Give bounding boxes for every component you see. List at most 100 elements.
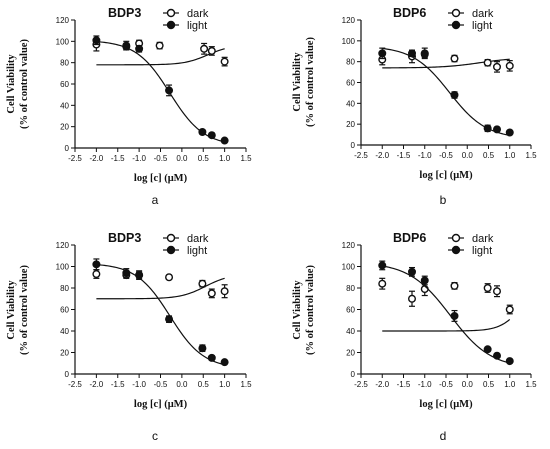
x-tick-label: -2.0 [375, 151, 389, 160]
data-point-light [198, 127, 207, 136]
x-tick-label: 1.5 [525, 151, 537, 160]
x-tick-label: 0.5 [198, 380, 210, 389]
chart-panel-b: 0 20 40 60 80 100 120 -2.5 -2.0 -1.5 -1.0 -0.5 0.0 0.… [292, 6, 537, 207]
x-tick-label: -2.5 [354, 380, 368, 389]
legend-label-dark: dark [472, 8, 494, 20]
data-point-light [450, 90, 459, 99]
x-tick-label: -2.5 [68, 154, 82, 163]
y-tick-label: 60 [60, 306, 69, 315]
x-tick-label: 1.0 [504, 380, 516, 389]
x-axis-label: log [c] (μM) [134, 173, 188, 184]
x-tick-label: 1.5 [240, 380, 252, 389]
legend-label-dark: dark [472, 233, 494, 245]
y-tick-label: 80 [346, 284, 355, 293]
y-tick-label: 100 [56, 263, 70, 272]
legend-label-dark: dark [187, 8, 209, 20]
data-point-dark [483, 58, 492, 67]
y-axis-label-line: (% of control value) [19, 39, 30, 129]
y-tick-label: 20 [346, 120, 355, 129]
data-point-dark [207, 289, 216, 298]
chart-title: BDP6 [393, 6, 426, 20]
y-tick-label: 120 [342, 16, 356, 25]
legend-marker-dark [166, 8, 176, 18]
data-point-light [505, 128, 514, 137]
data-point-dark [493, 287, 502, 296]
y-tick-label: 60 [346, 306, 355, 315]
x-tick-label: 0.0 [462, 151, 474, 160]
legend-label-light: light [472, 20, 492, 32]
data-point-dark [200, 44, 209, 53]
legend-label-dark: dark [187, 233, 209, 245]
legend-marker-light [451, 20, 461, 30]
data-point-light [165, 315, 174, 324]
x-tick-label: -2.0 [89, 380, 103, 389]
data-point-light [207, 131, 216, 140]
data-point-dark [207, 46, 216, 55]
y-axis-label-line: (% of control value) [305, 37, 316, 127]
x-tick-label: 1.5 [240, 154, 252, 163]
x-tick-label: -1.0 [418, 380, 432, 389]
data-point-dark [155, 41, 164, 50]
y-axis-label: Cell Viability (% of control value) [6, 265, 30, 355]
legend-label-light: light [472, 245, 492, 257]
y-tick-label: 40 [346, 99, 355, 108]
panel-label: b [440, 193, 447, 207]
y-axis-label: Cell Viability (% of control value) [292, 265, 316, 355]
fit-curve-light [382, 265, 510, 364]
legend-marker-dark [451, 233, 461, 243]
data-point-light [378, 261, 387, 270]
x-axis-label: log [c] (μM) [419, 399, 473, 410]
data-point-light [122, 268, 131, 277]
data-point-light [198, 344, 207, 353]
data-point-light [122, 42, 131, 51]
fit-curve-light [96, 264, 225, 366]
x-tick-label: 0.5 [483, 380, 495, 389]
data-point-light [420, 276, 429, 285]
panel-label: a [152, 193, 159, 207]
legend-marker-dark [451, 8, 461, 18]
data-point-light [135, 44, 144, 53]
fit-curve-dark [382, 318, 511, 332]
chart-panel-c: 0 20 40 60 80 100 120 -2.5 -2.0 -1.5 -1.0 -0.5 0.0 0.… [6, 231, 252, 443]
y-tick-label: 0 [65, 370, 70, 379]
x-tick-label: 1.0 [219, 154, 231, 163]
fit-curve-dark [96, 48, 225, 66]
data-point-dark [505, 305, 514, 314]
chart-panel-d: 0 20 40 60 80 100 120 -2.5 -2.0 -1.5 -1.0 -0.5 0.0 0.… [292, 231, 537, 443]
data-point-dark [450, 54, 459, 63]
y-axis-label-line: Cell Viability [292, 52, 303, 112]
x-tick-label: -2.5 [354, 151, 368, 160]
x-tick-label: -1.0 [132, 380, 146, 389]
y-axis-label-line: Cell Viability [6, 54, 17, 114]
x-tick-label: 0.5 [483, 151, 495, 160]
x-tick-label: -1.5 [397, 380, 411, 389]
y-tick-label: 40 [60, 101, 69, 110]
data-point-light [505, 357, 514, 366]
legend-marker-light [451, 245, 461, 255]
legend-marker-dark [166, 233, 176, 243]
y-tick-label: 40 [346, 327, 355, 336]
y-tick-label: 0 [65, 144, 70, 153]
x-tick-label: 0.0 [176, 380, 188, 389]
data-point-dark [378, 279, 387, 288]
x-tick-label: -1.5 [397, 151, 411, 160]
data-point-dark [483, 284, 492, 293]
y-tick-label: 0 [351, 370, 356, 379]
y-tick-label: 120 [56, 241, 70, 250]
data-point-light [408, 49, 417, 58]
y-axis-label-line: (% of control value) [305, 265, 316, 355]
panel-label: c [152, 429, 158, 443]
panel-label: d [440, 429, 447, 443]
y-tick-label: 40 [60, 327, 69, 336]
y-tick-label: 20 [60, 349, 69, 358]
y-tick-label: 100 [342, 37, 356, 46]
y-tick-label: 120 [342, 241, 356, 250]
x-tick-label: 0.0 [176, 154, 188, 163]
chart-panel-a: 0 20 40 60 80 100 120 -2.5 -2.0 -1.5 -1.0 -0.5 0.0 0.… [6, 6, 252, 207]
y-tick-label: 120 [56, 16, 70, 25]
data-point-dark [220, 287, 229, 296]
y-tick-label: 80 [60, 59, 69, 68]
x-tick-label: 0.0 [462, 380, 474, 389]
data-point-light [207, 353, 216, 362]
